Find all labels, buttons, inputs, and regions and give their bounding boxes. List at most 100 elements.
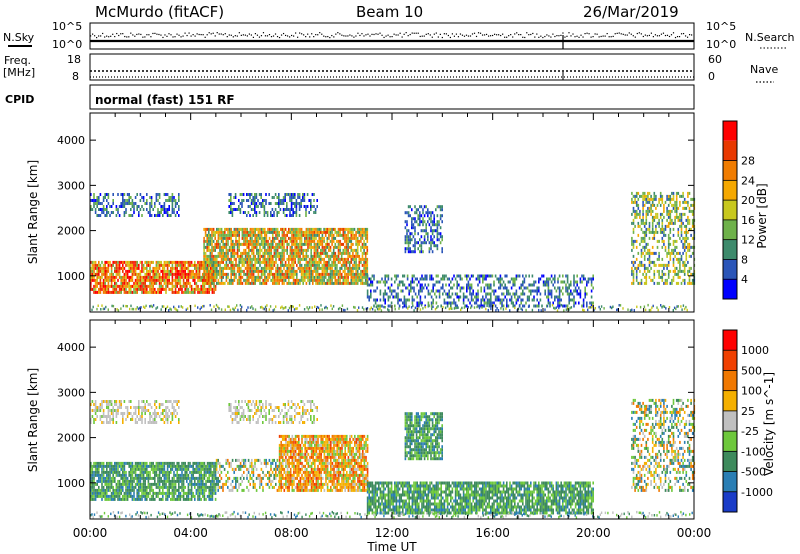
echo-cell bbox=[310, 248, 312, 252]
echo-cell bbox=[139, 260, 142, 264]
echo-cell bbox=[648, 260, 651, 264]
echo-cell bbox=[297, 236, 300, 240]
echo-cell bbox=[677, 257, 680, 261]
echo-cell bbox=[149, 278, 151, 282]
echo-cell bbox=[648, 275, 651, 279]
echo-cell bbox=[298, 205, 301, 208]
echo-cell bbox=[688, 275, 691, 279]
echo-cell bbox=[279, 199, 282, 202]
echo-cell bbox=[174, 202, 177, 205]
ground-scatter-cell bbox=[525, 308, 527, 312]
echo-cell bbox=[265, 233, 268, 237]
echo-cell bbox=[574, 301, 577, 305]
echo-cell bbox=[515, 274, 518, 278]
echo-cell bbox=[334, 266, 337, 270]
echo-cell bbox=[115, 269, 118, 273]
ground-scatter-cell bbox=[609, 305, 612, 309]
echo-cell bbox=[130, 202, 132, 205]
search-noise-dot bbox=[443, 33, 445, 35]
echo-cell bbox=[220, 269, 223, 273]
echo-cell bbox=[307, 266, 309, 270]
echo-cell bbox=[522, 289, 524, 293]
echo-cell bbox=[680, 215, 683, 219]
echo-cell bbox=[661, 239, 664, 243]
echo-cell bbox=[552, 301, 554, 305]
echo-cell bbox=[274, 202, 277, 205]
echo-cell bbox=[658, 224, 660, 228]
echo-cell bbox=[157, 272, 159, 276]
search-noise-dot bbox=[566, 35, 568, 37]
echo-cell bbox=[276, 254, 279, 258]
echo-cell bbox=[106, 199, 108, 202]
search-noise-dot bbox=[301, 33, 303, 35]
echo-cell bbox=[187, 278, 190, 282]
echo-cell bbox=[326, 227, 329, 231]
echo-cell bbox=[176, 263, 178, 267]
echo-cell bbox=[329, 227, 332, 231]
echo-cell bbox=[427, 304, 430, 308]
echo-cell bbox=[291, 281, 293, 285]
echo-cell bbox=[637, 263, 640, 267]
ground-scatter-cell bbox=[237, 308, 239, 312]
ground-scatter-cell bbox=[369, 308, 371, 311]
ground-scatter-cell bbox=[151, 305, 154, 309]
echo-cell bbox=[278, 205, 280, 208]
echo-cell bbox=[195, 281, 198, 285]
echo-cell bbox=[251, 233, 253, 237]
echo-cell bbox=[106, 211, 108, 214]
echo-cell bbox=[101, 272, 103, 276]
ground-scatter-cell bbox=[173, 305, 175, 309]
echo-cell bbox=[364, 269, 367, 273]
echo-cell bbox=[441, 235, 443, 239]
echo-cell bbox=[248, 245, 250, 249]
echo-cell bbox=[176, 269, 178, 273]
echo-cell bbox=[179, 266, 182, 270]
echo-cell bbox=[661, 272, 664, 276]
echo-cell bbox=[98, 269, 100, 273]
echo-cell bbox=[412, 226, 415, 230]
ground-scatter-cell bbox=[449, 307, 452, 310]
echo-cell bbox=[219, 233, 221, 237]
echo-cell bbox=[350, 242, 353, 246]
echo-cell bbox=[254, 211, 256, 214]
search-noise-dot bbox=[244, 34, 246, 36]
echo-cell bbox=[342, 275, 345, 279]
echo-cell bbox=[355, 272, 357, 276]
echo-cell bbox=[248, 275, 250, 279]
ground-scatter-cell bbox=[558, 306, 560, 310]
ground-scatter-cell bbox=[241, 305, 243, 309]
echo-cell bbox=[632, 230, 635, 234]
echo-cell bbox=[160, 269, 162, 273]
echo-cell bbox=[321, 278, 324, 282]
echo-cell bbox=[345, 275, 348, 279]
echo-cell bbox=[397, 301, 399, 305]
echo-cell bbox=[674, 245, 676, 249]
ground-scatter-cell bbox=[627, 308, 629, 311]
echo-cell bbox=[348, 269, 351, 273]
echo-cell bbox=[286, 230, 288, 234]
search-noise-dot bbox=[554, 35, 556, 38]
ground-scatter-cell bbox=[194, 304, 196, 308]
echo-cell bbox=[504, 274, 506, 278]
echo-cell bbox=[663, 215, 665, 219]
ground-scatter-cell bbox=[210, 308, 213, 311]
echo-cell bbox=[467, 298, 470, 302]
echo-cell bbox=[329, 266, 332, 270]
echo-cell bbox=[568, 301, 570, 305]
echo-cell bbox=[248, 257, 250, 261]
echo-cell bbox=[265, 236, 268, 240]
echo-cell bbox=[99, 491, 102, 495]
echo-cell bbox=[264, 233, 266, 237]
echo-cell bbox=[184, 272, 186, 276]
echo-cell bbox=[219, 254, 221, 258]
ground-scatter-cell bbox=[125, 304, 127, 308]
echo-cell bbox=[297, 254, 300, 258]
echo-cell bbox=[280, 257, 282, 261]
echo-cell bbox=[170, 281, 172, 285]
echo-cell bbox=[552, 277, 554, 281]
echo-cell bbox=[236, 242, 239, 246]
echo-cell bbox=[390, 301, 393, 305]
echo-cell bbox=[204, 251, 207, 255]
echo-cell bbox=[265, 275, 268, 279]
echo-cell bbox=[318, 242, 320, 246]
